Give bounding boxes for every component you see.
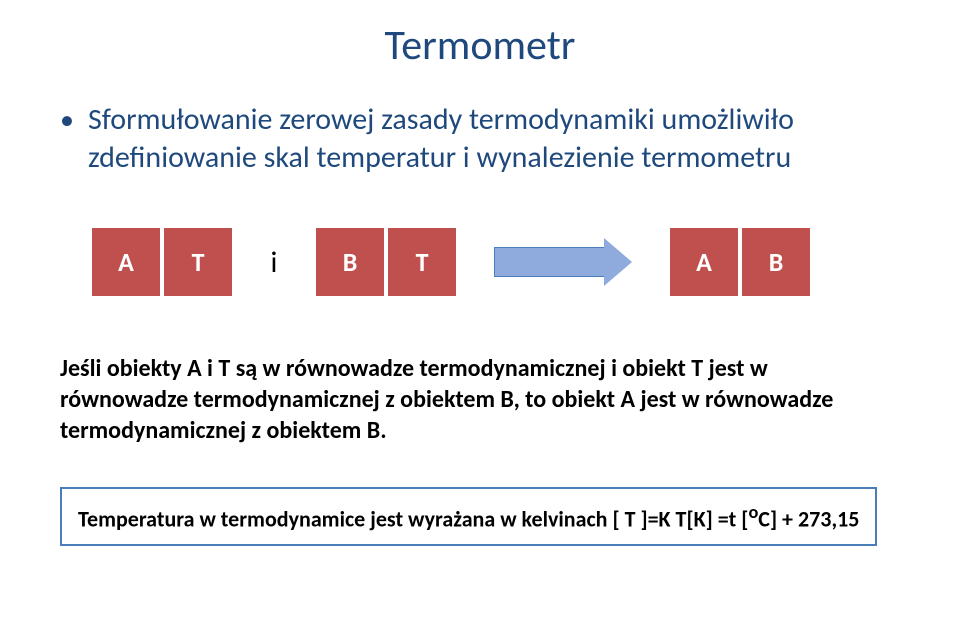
separator-i: i bbox=[234, 244, 314, 281]
box-b1: B bbox=[314, 226, 386, 298]
box-b2: B bbox=[740, 226, 812, 298]
footer-sup: o bbox=[748, 501, 758, 523]
arrow-wrap bbox=[458, 247, 668, 277]
explain-text: Jeśli obiekty A i T są w równowadze term… bbox=[60, 353, 900, 447]
box-a1: A bbox=[90, 226, 162, 298]
footer-text-prefix: Temperatura w termodynamice jest wyrażan… bbox=[78, 505, 748, 532]
box-t1: T bbox=[162, 226, 234, 298]
bullet-item: • Sformułowanie zerowej zasady termodyna… bbox=[60, 101, 900, 176]
bullet-text: Sformułowanie zerowej zasady termodynami… bbox=[88, 101, 900, 176]
bullet-dot: • bbox=[60, 103, 74, 137]
slide: Termometr • Sformułowanie zerowej zasady… bbox=[0, 0, 960, 621]
footer-text-suffix: C] + 273,15 bbox=[758, 505, 859, 532]
slide-title: Termometr bbox=[60, 20, 900, 71]
footer-box: Temperatura w termodynamice jest wyrażan… bbox=[60, 487, 877, 547]
box-a2: A bbox=[668, 226, 740, 298]
diagram-row: A T i B T A B bbox=[90, 226, 900, 298]
arrow-icon bbox=[494, 247, 632, 277]
box-t2: T bbox=[386, 226, 458, 298]
arrow-body bbox=[494, 247, 604, 277]
arrow-head bbox=[604, 238, 632, 286]
